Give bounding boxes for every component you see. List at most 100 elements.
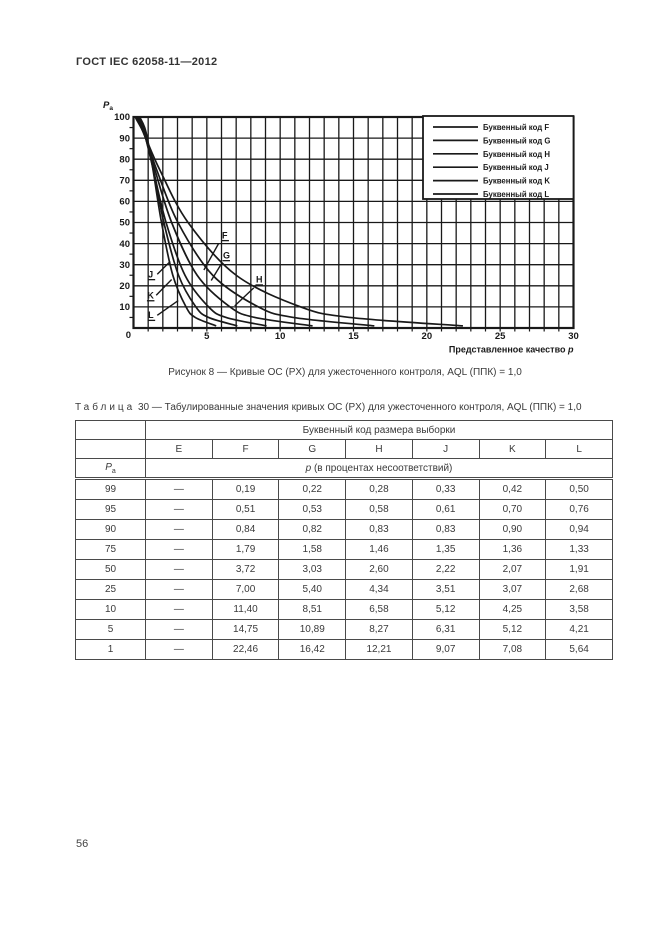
legend-entry-label: Буквенный код K xyxy=(483,177,550,186)
table-body: 99—0,19 0,22 0,28 0,33 0,42 0,50 95—0,51 0,53 0,… xyxy=(75,478,613,660)
y-axis-title: Pa xyxy=(103,100,113,112)
curve-labels: FG H J KL xyxy=(146,230,263,322)
table-caption: Таблица 30 — Табулированные значения кри… xyxy=(75,402,582,413)
p-value-cell: 0,51 xyxy=(211,499,280,520)
curve-label-K: K xyxy=(147,290,154,300)
x-axis-title: Представленное качество p xyxy=(449,345,574,355)
table-caption-word: Таблица xyxy=(75,402,136,413)
p-value-cell: 14,75 xyxy=(211,619,280,640)
corner-cell xyxy=(75,420,146,440)
curve-leader-line xyxy=(156,261,171,275)
legend-entry-label: Буквенный код H xyxy=(483,150,550,159)
p-value-cell: 3,58 xyxy=(545,599,613,620)
p-value-cell: 0,90 xyxy=(478,519,547,540)
p-value-cell: 7,00 xyxy=(211,579,280,600)
x-tick-label: 20 xyxy=(422,331,433,342)
p-value-cell: 6,58 xyxy=(345,599,413,620)
p-value-cell: 0,42 xyxy=(478,478,547,500)
p-value-cell: 3,03 xyxy=(278,559,347,580)
y-tick-label: 100 xyxy=(114,112,130,123)
p-value-cell: 0,82 xyxy=(278,519,347,540)
table-row: 90—0,84 0,82 0,83 0,83 0,90 0,94 xyxy=(75,519,613,540)
table-row: 50—3,72 3,03 2,60 2,22 2,07 1,91 xyxy=(75,559,613,580)
p-value-cell: 0,22 xyxy=(278,478,347,500)
x-tick-label: 30 xyxy=(568,331,579,342)
p-value-cell: 5,12 xyxy=(411,599,480,620)
sub-header-row: Pa p (в процентах несоответствий) xyxy=(75,458,613,480)
table-row: 10—11,40 8,51 6,58 5,12 4,25 3,58 xyxy=(75,599,613,620)
curve-leader-line xyxy=(155,278,173,296)
group-header-cell: Буквенный код размера выборки xyxy=(145,420,613,440)
curve-label-J: J xyxy=(148,269,153,279)
pa-value-cell: 75 xyxy=(75,539,146,560)
legend-entry-label: Буквенный код F xyxy=(483,123,549,132)
p-value-cell: 11,40 xyxy=(211,599,280,620)
p-value-cell: 0,50 xyxy=(545,478,613,500)
p-value-cell: 3,72 xyxy=(211,559,280,580)
curve-K xyxy=(137,116,238,327)
p-value-cell: 1,35 xyxy=(411,539,480,560)
curve-label-L: L xyxy=(148,310,154,320)
legend-entry-label: Буквенный код L xyxy=(483,190,549,199)
pa-value-cell: 10 xyxy=(75,599,146,620)
p-value-cell: 2,22 xyxy=(411,559,480,580)
legend-box xyxy=(422,115,575,200)
p-value-cell: 0,53 xyxy=(278,499,347,520)
legend-entry-label: Буквенный код G xyxy=(483,136,550,145)
p-value-cell: 1,58 xyxy=(278,539,347,560)
p-value-cell: 0,76 xyxy=(545,499,613,520)
p-value-cell: 2,07 xyxy=(478,559,547,580)
p-value-cell: 5,64 xyxy=(545,639,613,660)
origin-label: 0 xyxy=(126,330,131,341)
table-row: 5—14,75 10,89 8,27 6,31 5,12 4,21 xyxy=(75,619,613,640)
group-header-row: Буквенный код размера выборки xyxy=(75,420,613,440)
p-value-cell: 8,27 xyxy=(345,619,413,640)
table-row: 25—7,00 5,40 4,34 3,51 3,07 2,68 xyxy=(75,579,613,600)
p-value-cell: 0,70 xyxy=(478,499,547,520)
oc-values-table: Буквенный код размера выборки E F G H J … xyxy=(75,420,613,660)
p-value-cell: 0,61 xyxy=(411,499,480,520)
x-tick-label: 15 xyxy=(348,331,359,342)
p-value-cell: 1,36 xyxy=(478,539,547,560)
pa-value-cell: 99 xyxy=(75,478,146,500)
table-row: 1—22,46 16,42 12,21 9,07 7,08 5,64 xyxy=(75,639,613,660)
pa-value-cell: 50 xyxy=(75,559,146,580)
p-value-cell: — xyxy=(145,499,213,520)
p-value-cell: 0,33 xyxy=(411,478,480,500)
p-value-cell: 12,21 xyxy=(345,639,413,660)
column-header: H xyxy=(345,439,413,459)
p-value-cell: 2,60 xyxy=(345,559,413,580)
plot-frame xyxy=(132,115,575,330)
p-value-cell: 4,25 xyxy=(478,599,547,620)
p-value-cell: 0,94 xyxy=(545,519,613,540)
pa-header-cell: Pa xyxy=(75,458,146,480)
p-value-cell: 5,12 xyxy=(478,619,547,640)
y-tick-label: 50 xyxy=(119,218,130,229)
y-tick-label: 30 xyxy=(119,260,130,271)
curve-leader-line xyxy=(210,263,223,281)
y-tick-label: 60 xyxy=(119,197,130,208)
table-row: 99—0,19 0,22 0,28 0,33 0,42 0,50 xyxy=(75,478,613,500)
p-value-cell: 4,34 xyxy=(345,579,413,600)
pa-value-cell: 1 xyxy=(75,639,146,660)
p-percent-header-cell: p (в процентах несоответствий) xyxy=(145,458,613,480)
column-header: J xyxy=(411,439,480,459)
p-value-cell: 1,79 xyxy=(211,539,280,560)
p-value-cell: — xyxy=(145,639,213,660)
y-tick-label: 10 xyxy=(119,302,130,313)
curve-L xyxy=(138,116,217,327)
curve-label-F: F xyxy=(222,230,228,240)
p-value-cell: — xyxy=(145,599,213,620)
p-value-cell: 4,21 xyxy=(545,619,613,640)
p-value-cell: 3,51 xyxy=(411,579,480,600)
p-value-cell: — xyxy=(145,559,213,580)
column-header: F xyxy=(211,439,280,459)
p-value-cell: 22,46 xyxy=(211,639,280,660)
table-caption-number: 30 xyxy=(138,402,150,413)
curve-leader-line xyxy=(234,287,255,307)
p-value-cell: — xyxy=(145,539,213,560)
table-row: 75—1,79 1,58 1,46 1,35 1,36 1,33 xyxy=(75,539,613,560)
curve-label-H: H xyxy=(256,275,263,285)
p-value-cell: — xyxy=(145,519,213,540)
pa-value-cell: 95 xyxy=(75,499,146,520)
